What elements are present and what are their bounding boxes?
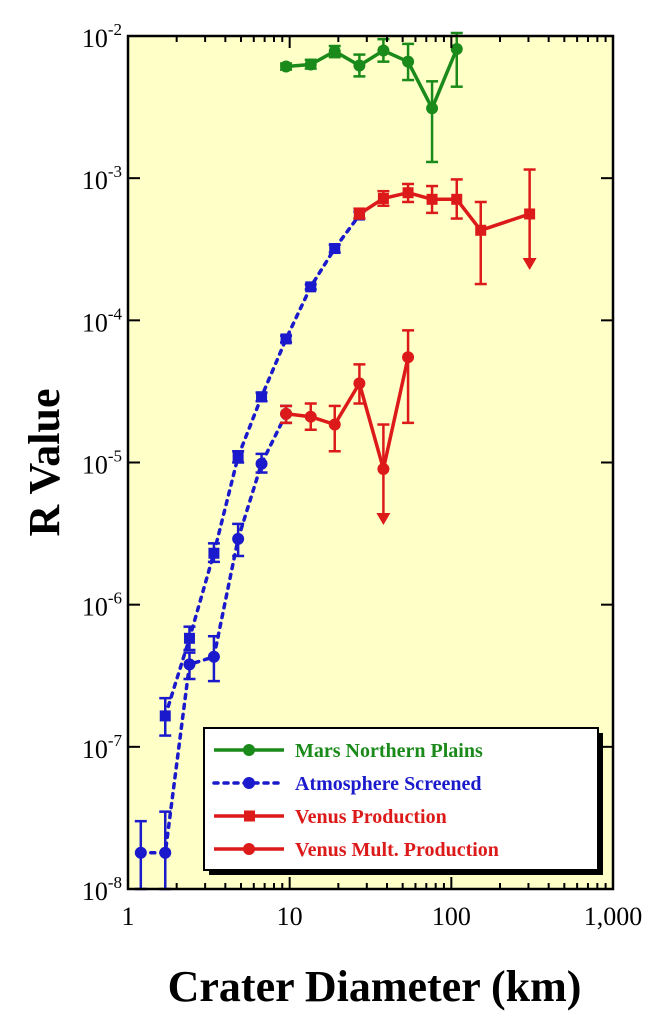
data-point bbox=[377, 44, 390, 57]
data-point bbox=[280, 407, 293, 420]
data-point bbox=[402, 55, 415, 68]
legend-entry: Venus Production bbox=[214, 806, 447, 828]
legend-entry: Atmosphere Screened bbox=[212, 773, 481, 795]
y-tick-label: 10-8 bbox=[82, 873, 122, 906]
legend-marker bbox=[243, 744, 255, 756]
data-point bbox=[255, 457, 268, 470]
data-point bbox=[134, 846, 147, 859]
data-point bbox=[402, 351, 415, 364]
data-point bbox=[280, 60, 293, 73]
x-tick-label: 100 bbox=[432, 902, 471, 931]
legend-label: Atmosphere Screened bbox=[295, 773, 481, 795]
data-point bbox=[402, 187, 414, 199]
data-point bbox=[232, 532, 245, 545]
data-point bbox=[280, 333, 292, 345]
data-point bbox=[524, 208, 536, 220]
data-point bbox=[183, 658, 196, 671]
data-point bbox=[328, 45, 341, 58]
legend-label: Venus Production bbox=[295, 806, 447, 828]
x-tick-label: 10 bbox=[277, 902, 303, 931]
series-4 bbox=[280, 329, 415, 526]
data-point bbox=[256, 391, 268, 403]
legend-label: Venus Mult. Production bbox=[295, 839, 499, 861]
legend-marker bbox=[244, 810, 255, 822]
data-point bbox=[159, 710, 171, 722]
data-point bbox=[377, 463, 390, 476]
data-point bbox=[328, 418, 341, 431]
data-point bbox=[426, 102, 439, 115]
data-point bbox=[304, 410, 317, 423]
data-point bbox=[159, 846, 172, 859]
data-point bbox=[232, 451, 244, 463]
data-point bbox=[377, 192, 389, 204]
data-point bbox=[426, 193, 438, 205]
data-point bbox=[208, 547, 220, 559]
x-tick-label: 1,000 bbox=[584, 902, 643, 931]
upper-limit-arrow bbox=[522, 257, 537, 270]
data-point bbox=[475, 224, 487, 236]
data-point bbox=[183, 632, 195, 644]
data-point bbox=[305, 281, 317, 293]
y-axis-title: R Value bbox=[20, 389, 69, 537]
legend-entry: Mars Northern Plains bbox=[214, 740, 483, 762]
data-point bbox=[450, 43, 463, 56]
data-point bbox=[329, 243, 341, 255]
legend-marker bbox=[243, 843, 255, 855]
legend-marker bbox=[243, 777, 255, 789]
y-tick-label: 10-7 bbox=[82, 731, 123, 764]
y-tick-label: 10-2 bbox=[82, 20, 122, 53]
y-tick-label: 10-5 bbox=[82, 447, 122, 480]
x-axis-title: Crater Diameter (km) bbox=[168, 962, 582, 1011]
legend-label: Mars Northern Plains bbox=[295, 740, 483, 762]
series-0 bbox=[280, 31, 463, 164]
x-tick-label: 1 bbox=[122, 902, 135, 931]
data-point bbox=[353, 59, 366, 72]
data-point bbox=[353, 377, 366, 390]
data-point bbox=[207, 650, 220, 663]
data-point bbox=[353, 208, 365, 220]
data-point bbox=[304, 58, 317, 71]
y-tick-label: 10-4 bbox=[82, 304, 123, 337]
y-tick-label: 10-6 bbox=[82, 589, 122, 622]
upper-limit-arrow bbox=[376, 513, 391, 526]
series-3 bbox=[353, 168, 537, 286]
y-tick-label: 10-3 bbox=[82, 162, 122, 195]
legend-entry: Venus Mult. Production bbox=[214, 839, 499, 861]
data-point bbox=[451, 193, 463, 205]
